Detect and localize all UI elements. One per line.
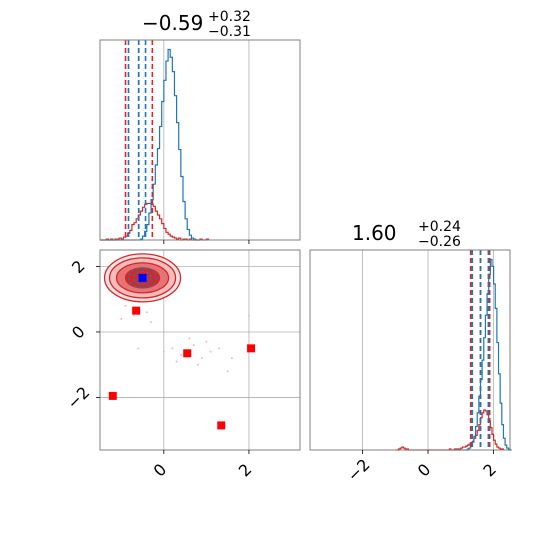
joint-ytick-label-2: −2: [63, 383, 93, 413]
faint-sample-17: [137, 347, 140, 350]
top-marginal-histograms: [100, 48, 210, 241]
faint-sample-13: [120, 317, 123, 320]
faint-sample-11: [124, 304, 127, 307]
right-marginal-xtick-label-2: 2: [479, 460, 500, 481]
red-square-marker-4: [217, 421, 226, 430]
right-marginal-xtick-label-1: 0: [414, 460, 435, 481]
red-square-marker-0: [132, 306, 141, 315]
joint-panel-frame: [99, 249, 301, 451]
right-marginal-grid: [362, 250, 495, 450]
right-marginal-xtick-label-0: −2: [344, 455, 374, 485]
joint-contour-panel: 0 2 2 0 −2: [63, 249, 301, 481]
top-marginal-panel: −0.59 +0.32 −0.31: [99, 9, 301, 244]
right-marginal-frame: [309, 249, 511, 451]
top-marginal-title-upper-error: +0.32: [208, 9, 251, 25]
joint-panel-markers: [108, 273, 256, 430]
faint-sample-14: [150, 321, 153, 324]
right-marginal-ticks: −2 0 2: [344, 450, 500, 485]
right-marginal-quantile-lines: [469, 250, 491, 450]
top-marginal-hist-series-1: [100, 48, 200, 241]
blue-contour-1: [132, 270, 153, 286]
right-marginal-hist-series-1: [454, 258, 512, 451]
faint-sample-10: [133, 314, 136, 317]
joint-ytick-label-0: 2: [68, 256, 89, 277]
faint-sample-18: [188, 337, 191, 340]
right-marginal-title-upper-error: +0.24: [418, 219, 461, 235]
top-marginal-ticks: [163, 240, 250, 244]
right-marginal-hist-series-0: [395, 409, 505, 451]
faint-sample-0: [171, 347, 174, 350]
joint-xtick-label-1: 2: [235, 460, 256, 481]
faint-sample-1: [179, 353, 182, 356]
top-marginal-quantile-lines: [124, 40, 154, 240]
faint-sample-19: [230, 357, 233, 360]
right-marginal-title-value: 1.60: [352, 221, 397, 245]
red-square-marker-2: [247, 344, 256, 353]
right-marginal-title-lower-error: −0.26: [418, 234, 461, 250]
faint-sample-8: [162, 350, 165, 353]
faint-sample-2: [192, 344, 195, 347]
faint-sample-5: [175, 360, 178, 363]
joint-xtick-label-0: 0: [150, 460, 171, 481]
joint-panel-faint-samples: [120, 304, 250, 373]
joint-ytick-label-1: 0: [68, 322, 89, 343]
blue-square-marker: [138, 273, 147, 282]
faint-sample-15: [247, 314, 250, 317]
top-marginal-grid: [163, 40, 250, 240]
faint-sample-3: [201, 357, 204, 360]
faint-sample-12: [145, 311, 148, 314]
blue-contour-0: [127, 267, 158, 289]
top-marginal-title-value: −0.59: [142, 11, 203, 35]
faint-sample-4: [209, 350, 212, 353]
faint-sample-9: [205, 340, 208, 343]
right-marginal-histograms: [395, 258, 512, 451]
top-marginal-title-lower-error: −0.31: [208, 24, 251, 40]
faint-sample-6: [196, 363, 199, 366]
top-marginal-frame: [99, 39, 301, 241]
faint-sample-7: [218, 347, 221, 350]
right-marginal-panel: −2 0 2 1.60 +0.24 −0.26: [309, 219, 512, 485]
faint-sample-16: [226, 370, 229, 373]
top-marginal-hist-series-0: [100, 202, 210, 241]
red-square-marker-1: [183, 349, 192, 358]
red-square-marker-3: [108, 391, 117, 400]
